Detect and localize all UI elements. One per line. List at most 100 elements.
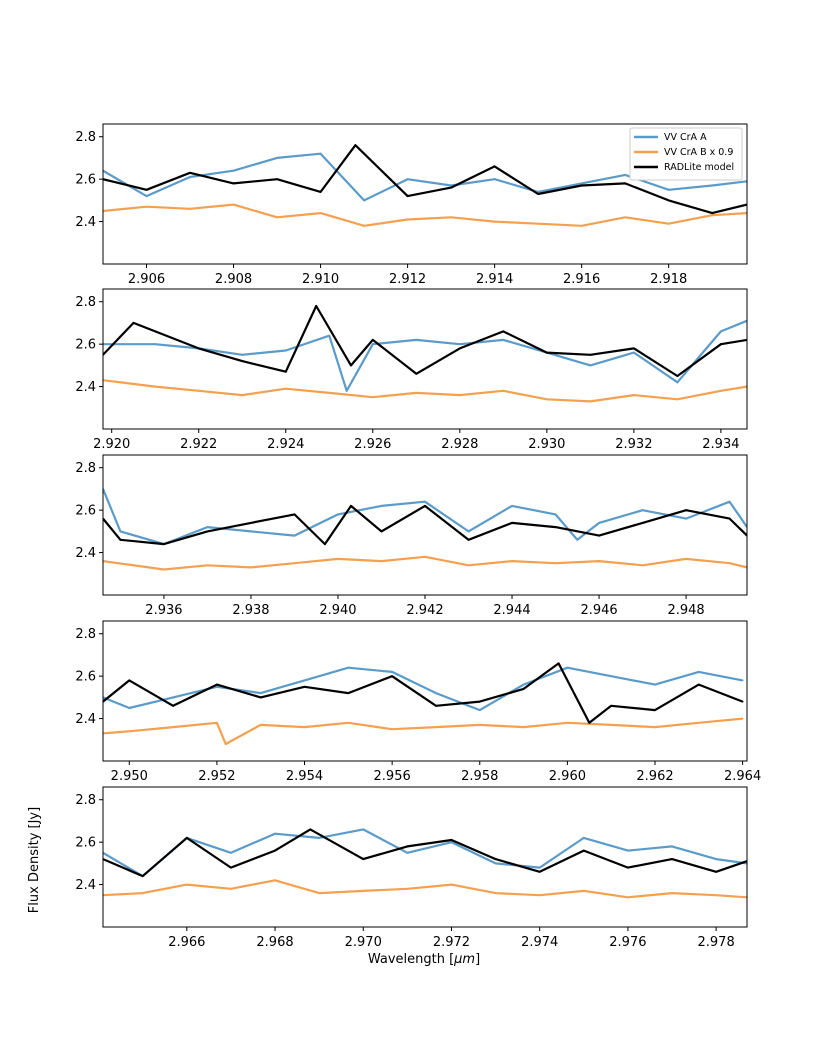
data-point-radlite-model-panel-1 bbox=[145, 188, 148, 191]
data-point-radlite-model-panel-1 bbox=[319, 191, 322, 193]
data-point-radlite-model-panel-1 bbox=[232, 182, 235, 185]
y-tick-label: 2.4 bbox=[75, 215, 96, 230]
x-tick-label: 2.968 bbox=[256, 935, 293, 950]
data-point-vv-cra-a-panel-4 bbox=[435, 692, 437, 694]
panel-5: 2.4 2.6 2.8 2.966 2.968 2.970 2.972 2.974 2.976 2… bbox=[75, 786, 748, 950]
data-point-vv-cra-b-x-0-9-panel-5 bbox=[274, 879, 276, 882]
data-point-vv-cra-a-panel-3 bbox=[380, 505, 383, 507]
data-point-vv-cra-b-x-0-9-panel-3 bbox=[598, 560, 600, 562]
data-point-vv-cra-a-panel-4 bbox=[566, 666, 569, 669]
data-point-radlite-model-panel-2 bbox=[371, 339, 374, 341]
data-point-vv-cra-b-x-0-9-panel-5 bbox=[230, 887, 232, 890]
data-point-vv-cra-b-x-0-9-panel-2 bbox=[458, 394, 461, 396]
data-point-vv-cra-a-panel-1 bbox=[711, 184, 714, 187]
panel-5-frame bbox=[102, 786, 748, 928]
x-tick-label: 2.944 bbox=[493, 603, 530, 618]
y-tick-label: 2.4 bbox=[75, 546, 96, 561]
panel-4: 2.4 2.6 2.8 2.950 2.952 2.954 2.956 2.958 2.960 2… bbox=[75, 620, 761, 784]
data-point-vv-cra-a-panel-2 bbox=[154, 343, 157, 346]
y-tick-label: 2.8 bbox=[75, 461, 96, 476]
data-point-vv-cra-a-panel-2 bbox=[371, 343, 374, 346]
x-tick-label: 2.958 bbox=[461, 769, 498, 784]
data-point-radlite-model-panel-2 bbox=[720, 343, 722, 346]
data-point-radlite-model-panel-2 bbox=[132, 322, 135, 324]
data-point-vv-cra-a-panel-2 bbox=[284, 349, 287, 352]
data-point-vv-cra-a-panel-1 bbox=[189, 176, 191, 178]
y-tick-label: 2.8 bbox=[75, 793, 96, 808]
data-point-vv-cra-b-x-0-9-panel-2 bbox=[328, 392, 331, 394]
data-point-radlite-model-panel-2 bbox=[633, 347, 635, 350]
data-point-vv-cra-b-x-0-9-panel-2 bbox=[415, 392, 418, 394]
data-point-radlite-model-panel-2 bbox=[284, 370, 287, 373]
panel-2-frame bbox=[102, 288, 748, 430]
x-tick-label: 2.976 bbox=[609, 935, 646, 950]
data-point-radlite-model-panel-1 bbox=[624, 182, 627, 185]
data-point-vv-cra-b-x-0-9-panel-2 bbox=[676, 398, 679, 401]
panel-3-series bbox=[103, 488, 747, 571]
data-point-radlite-model-panel-5 bbox=[627, 866, 629, 869]
data-point-vv-cra-b-x-0-9-panel-4 bbox=[697, 721, 700, 724]
x-tick-label: 2.974 bbox=[521, 935, 558, 950]
data-point-vv-cra-a-panel-3 bbox=[641, 509, 644, 512]
panel-2-series bbox=[103, 304, 747, 403]
x-tick-label: 2.922 bbox=[180, 437, 217, 452]
data-point-vv-cra-a-panel-4 bbox=[216, 685, 218, 688]
data-point-vv-cra-a-panel-5 bbox=[538, 866, 541, 869]
data-point-vv-cra-a-panel-2 bbox=[589, 364, 592, 367]
data-point-vv-cra-a-panel-1 bbox=[363, 199, 365, 202]
data-point-vv-cra-a-panel-3 bbox=[598, 522, 600, 524]
data-point-vv-cra-a-panel-2 bbox=[415, 339, 418, 341]
data-point-vv-cra-b-x-0-9-panel-1 bbox=[493, 220, 496, 223]
data-point-vv-cra-b-x-0-9-panel-5 bbox=[671, 892, 673, 894]
data-point-vv-cra-b-x-0-9-panel-2 bbox=[284, 387, 287, 390]
data-point-vv-cra-a-panel-4 bbox=[347, 666, 350, 669]
data-point-vv-cra-a-panel-5 bbox=[230, 851, 232, 854]
data-point-vv-cra-b-x-0-9-panel-5 bbox=[627, 896, 629, 899]
data-point-radlite-model-panel-1 bbox=[276, 178, 278, 181]
data-point-radlite-model-panel-4 bbox=[588, 721, 591, 724]
x-tick-label: 2.946 bbox=[580, 603, 617, 618]
data-point-vv-cra-a-panel-4 bbox=[610, 675, 613, 678]
data-point-vv-cra-a-panel-4 bbox=[522, 683, 525, 686]
panel-4-series bbox=[103, 662, 744, 746]
y-tick-label: 2.8 bbox=[75, 295, 96, 310]
legend-label-vv-cra-b: VV CrA B x 0.9 bbox=[664, 147, 733, 158]
x-tick-label: 2.956 bbox=[374, 769, 411, 784]
data-point-radlite-model-panel-3 bbox=[119, 538, 122, 541]
panel-4-frame bbox=[102, 620, 748, 762]
data-point-vv-cra-a-panel-3 bbox=[467, 530, 470, 533]
data-point-vv-cra-a-panel-1 bbox=[145, 195, 148, 198]
data-point-radlite-model-panel-4 bbox=[478, 700, 481, 703]
y-tick-label: 2.8 bbox=[75, 130, 96, 145]
data-point-vv-cra-a-panel-2 bbox=[458, 343, 461, 346]
data-point-vv-cra-a-panel-3 bbox=[424, 500, 426, 503]
data-point-vv-cra-a-panel-3 bbox=[337, 513, 339, 516]
data-point-vv-cra-a-panel-1 bbox=[276, 157, 278, 159]
data-point-radlite-model-panel-4 bbox=[435, 704, 437, 707]
legend-label-radlite: RADLite model bbox=[664, 162, 734, 173]
data-point-radlite-model-panel-3 bbox=[206, 530, 209, 533]
data-point-radlite-model-panel-5 bbox=[538, 870, 541, 873]
data-point-vv-cra-b-x-0-9-panel-1 bbox=[711, 214, 714, 217]
x-tick-label: 2.948 bbox=[667, 603, 704, 618]
data-point-vv-cra-b-x-0-9-panel-1 bbox=[145, 205, 148, 208]
x-tick-label: 2.914 bbox=[476, 272, 513, 287]
data-point-vv-cra-a-panel-3 bbox=[511, 505, 513, 507]
data-point-vv-cra-b-x-0-9-panel-2 bbox=[589, 400, 592, 403]
data-point-vv-cra-a-panel-2 bbox=[328, 334, 331, 337]
data-point-vv-cra-b-x-0-9-panel-4 bbox=[347, 721, 350, 724]
data-point-radlite-model-panel-2 bbox=[350, 364, 352, 367]
panel-2: 2.4 2.6 2.8 2.920 2.922 2.924 2.926 2.928 2.930 2… bbox=[75, 288, 748, 452]
x-tick-label: 2.934 bbox=[702, 437, 739, 452]
series-line-vv-cra-b-x-0-9-panel-2 bbox=[103, 379, 747, 403]
panel-3-frame bbox=[102, 454, 748, 596]
series-line-vv-cra-a-panel-1 bbox=[103, 152, 747, 202]
data-point-vv-cra-b-x-0-9-panel-2 bbox=[502, 389, 505, 392]
x-tick-label: 2.928 bbox=[441, 437, 478, 452]
x-tick-label: 2.978 bbox=[698, 935, 735, 950]
data-point-radlite-model-panel-4 bbox=[259, 696, 262, 699]
data-point-vv-cra-b-x-0-9-panel-4 bbox=[216, 721, 218, 724]
data-point-vv-cra-b-x-0-9-panel-1 bbox=[667, 222, 670, 225]
series-line-radlite-model-panel-4 bbox=[103, 662, 743, 724]
data-point-vv-cra-b-x-0-9-panel-4 bbox=[259, 724, 262, 726]
